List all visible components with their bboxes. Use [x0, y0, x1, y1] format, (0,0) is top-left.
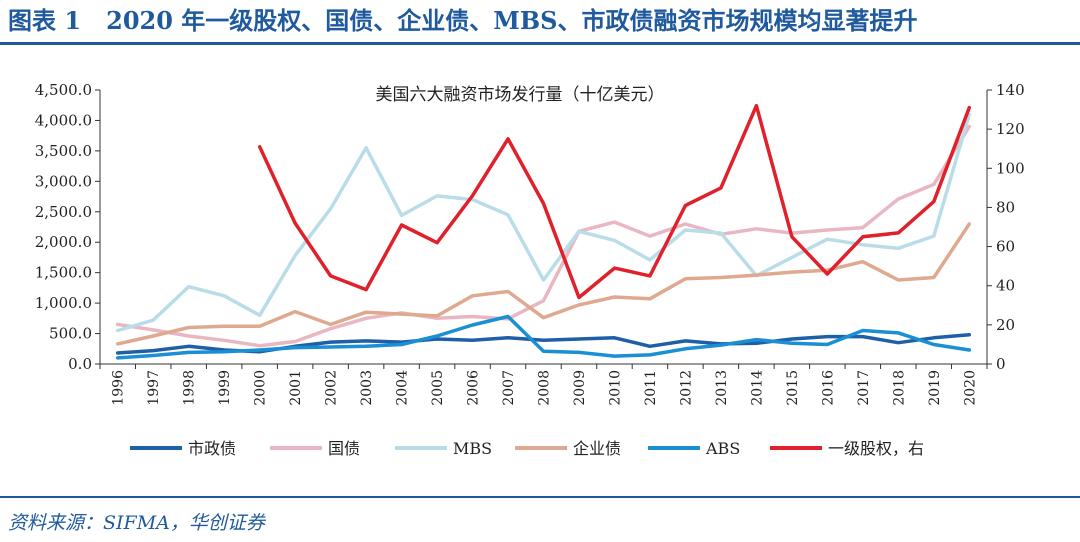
left-y-tick-label: 500.0 — [49, 325, 92, 343]
series-lines — [115, 103, 972, 360]
series-line — [257, 103, 972, 300]
x-tick-label: 1996 — [111, 370, 127, 406]
x-tick-label: 2012 — [678, 370, 694, 406]
right-y-tick-label: 60 — [996, 238, 1015, 256]
left-y-tick-label: 2,000.0 — [35, 233, 92, 251]
left-y-tick-label: 4,000.0 — [35, 111, 92, 129]
left-y-tick-label: 2,500.0 — [35, 203, 92, 221]
legend: 市政债 国债 MBS 企业债 ABS 一级股权，右 — [130, 439, 924, 458]
legend-label: 市政债 — [188, 439, 236, 458]
x-tick-label: 2010 — [607, 370, 623, 406]
x-tick-label: 2006 — [466, 370, 482, 406]
right-y-tick-label: 0 — [996, 355, 1006, 373]
figure-heading: 2020 年一级股权、国债、企业债、MBS、市政债融资市场规模均显著提升 — [106, 6, 918, 35]
x-tick-label: 2019 — [927, 370, 943, 406]
title-rule — [0, 42, 1080, 45]
right-y-axis: 0 20 40 60 80 100 120 140 — [987, 81, 1025, 373]
right-y-tick-label: 100 — [996, 159, 1025, 177]
x-tick-label: 2018 — [891, 370, 907, 406]
x-tick-label: 2013 — [714, 370, 730, 406]
legend-label: MBS — [453, 439, 492, 458]
right-y-tick-label: 140 — [996, 81, 1025, 99]
legend-label: 一级股权，右 — [828, 439, 924, 458]
series-line — [115, 314, 972, 360]
left-y-tick-label: 3,000.0 — [35, 172, 92, 190]
series-line — [115, 124, 972, 348]
x-tick-label: 2017 — [856, 370, 872, 406]
x-tick-label: 1997 — [146, 370, 162, 406]
issuance-line-chart: 美国六大融资市场发行量（十亿美元） 0.0 500.0 1,000.0 1,500.0… — [35, 81, 1025, 458]
left-y-tick-label: 3,500.0 — [35, 142, 92, 160]
figure-title: 图表 1 2020 年一级股权、国债、企业债、MBS、市政债融资市场规模均显著提… — [8, 2, 917, 40]
left-y-axis: 0.0 500.0 1,000.0 1,500.0 2,000.0 2,500.0 3,00… — [35, 81, 100, 373]
legend-label: 国债 — [328, 439, 360, 458]
series-line — [115, 222, 972, 346]
x-tick-label: 2014 — [749, 370, 765, 406]
x-tick-label: 2002 — [324, 370, 340, 406]
legend-label: ABS — [705, 439, 740, 458]
x-tick-label: 2004 — [395, 370, 411, 406]
x-tick-label: 2016 — [820, 370, 836, 406]
x-tick-label: 1999 — [217, 370, 233, 406]
x-tick-label: 2000 — [253, 370, 269, 406]
left-y-tick-label: 1,500.0 — [35, 264, 92, 282]
source-rule — [0, 496, 1080, 498]
left-y-tick-label: 0.0 — [68, 355, 92, 373]
right-y-tick-label: 20 — [996, 316, 1015, 334]
x-tick-label: 2008 — [537, 370, 553, 406]
right-y-tick-label: 120 — [996, 120, 1025, 138]
x-tick-label: 2011 — [643, 370, 659, 406]
x-tick-label: 2003 — [359, 370, 375, 406]
series-line — [115, 333, 972, 355]
legend-label: 企业债 — [573, 439, 621, 458]
source-note: 资料来源：SIFMA，华创证券 — [8, 512, 265, 534]
x-tick-label: 2015 — [785, 370, 801, 406]
right-y-tick-label: 80 — [996, 198, 1015, 216]
chart-title: 美国六大融资市场发行量（十亿美元） — [376, 85, 665, 105]
x-tick-label: 2001 — [288, 370, 304, 406]
x-tick-label: 1998 — [182, 370, 198, 406]
x-tick-label: 2007 — [501, 370, 517, 406]
figure-label: 图表 1 — [8, 6, 82, 35]
x-tick-label: 2005 — [430, 370, 446, 406]
series-line — [115, 112, 972, 333]
right-y-tick-label: 40 — [996, 277, 1015, 295]
x-axis: 1996 1997 1998 1999 2000 2001 2002 2003 2004 2005… — [99, 364, 988, 406]
plot-frame — [99, 90, 988, 365]
left-y-tick-label: 1,000.0 — [35, 294, 92, 312]
x-tick-label: 2009 — [572, 370, 588, 406]
left-y-tick-label: 4,500.0 — [35, 81, 92, 99]
x-tick-label: 2020 — [962, 370, 978, 406]
